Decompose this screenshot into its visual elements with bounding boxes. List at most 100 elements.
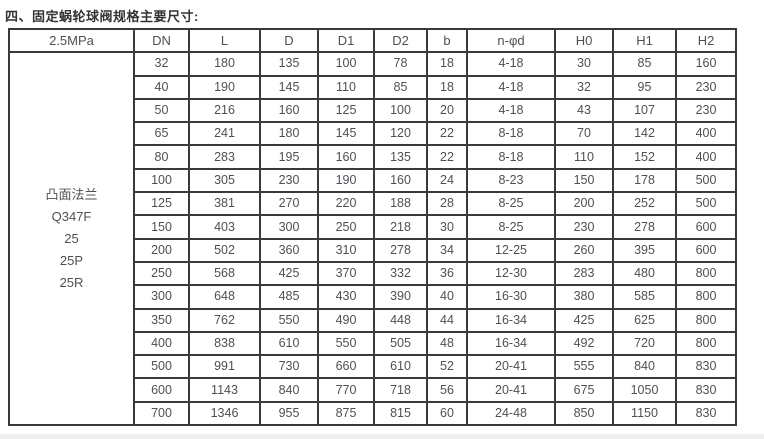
table-cell: 145 xyxy=(259,74,319,100)
table-cell: 555 xyxy=(554,354,614,380)
table-cell: 178 xyxy=(612,167,677,194)
table-cell: 32 xyxy=(554,74,614,100)
valve-series-cell: 凸面法兰 Q347F 25 25P 25R xyxy=(8,51,135,427)
table-cell: 300 xyxy=(133,284,190,310)
table-row: 50 216 160 125 100 20 4-18 43 107 230 xyxy=(9,97,737,124)
table-cell: 43 xyxy=(554,97,614,124)
table-cell: 218 xyxy=(373,214,428,240)
table-cell: 24 xyxy=(426,167,468,194)
table-cell: 800 xyxy=(675,260,737,287)
table-cell: 991 xyxy=(188,354,261,380)
table-cell: 12-25 xyxy=(466,237,556,263)
table-cell: 585 xyxy=(612,284,677,310)
table-cell: 34 xyxy=(426,237,468,263)
table-cell: 300 xyxy=(259,214,319,240)
table-cell: 8-18 xyxy=(466,144,556,170)
table-cell: 625 xyxy=(612,307,677,333)
table-cell: 100 xyxy=(133,167,190,194)
table-cell: 485 xyxy=(259,284,319,310)
table-row: 凸面法兰 Q347F 25 25P 25R 32 180 135 100 78 18 4-18 30 85… xyxy=(8,51,737,427)
table-cell: 4-18 xyxy=(466,51,556,77)
table-cell: 241 xyxy=(188,121,261,147)
table-cell: 425 xyxy=(554,307,614,333)
table-cell: 160 xyxy=(317,144,375,170)
table-row: 300 648 485 430 390 40 16-30 380 585 800 xyxy=(9,284,737,310)
table-cell: 22 xyxy=(426,144,468,170)
table-cell: 270 xyxy=(259,191,319,217)
column-header-h1: H1 xyxy=(612,27,677,54)
table-cell: 762 xyxy=(188,307,261,333)
table-cell: 188 xyxy=(373,191,428,217)
table-cell: 85 xyxy=(373,74,428,100)
column-header-b: b xyxy=(426,27,468,54)
table-cell: 180 xyxy=(188,51,261,77)
table-cell: 125 xyxy=(133,191,190,217)
table-cell: 20-41 xyxy=(466,377,556,403)
valve-spec-table: 2.5MPa DN L D D1 D2 b n-φd H0 H1 H2 凸面法兰… xyxy=(8,27,737,427)
table-cell: 135 xyxy=(373,144,428,170)
header-row: 2.5MPa DN L D D1 D2 b n-φd H0 H1 H2 xyxy=(8,27,737,54)
table-row: 250 568 425 370 332 36 12-30 283 480 800 xyxy=(9,260,737,287)
table-cell: 675 xyxy=(554,377,614,403)
table-cell: 30 xyxy=(426,214,468,240)
table-cell: 52 xyxy=(426,354,468,380)
table-cell: 142 xyxy=(612,121,677,147)
table-row: 200 502 360 310 278 34 12-25 260 395 600 xyxy=(9,237,737,263)
table-cell: 44 xyxy=(426,307,468,333)
table-cell: 840 xyxy=(259,377,319,403)
table-cell: 610 xyxy=(373,354,428,380)
table-cell: 800 xyxy=(675,330,737,357)
page-title: 四、固定蜗轮球阀规格主要尺寸: xyxy=(5,9,199,24)
table-cell: 8-18 xyxy=(466,121,556,147)
table-cell: 730 xyxy=(259,354,319,380)
table-cell: 32 xyxy=(133,51,190,77)
table-cell: 648 xyxy=(188,284,261,310)
table-cell: 400 xyxy=(675,121,737,147)
table-cell: 4-18 xyxy=(466,74,556,100)
table-cell: 492 xyxy=(554,330,614,357)
table-cell: 100 xyxy=(317,51,375,77)
pressure-header-cell: 2.5MPa xyxy=(8,27,135,54)
table-cell: 16-34 xyxy=(466,307,556,333)
table-row: 700 1346 955 875 815 60 24-48 850 1150 830 xyxy=(9,400,737,427)
table-cell: 85 xyxy=(612,51,677,77)
table-cell: 36 xyxy=(426,260,468,287)
table-cell: 283 xyxy=(554,260,614,287)
table-cell: 550 xyxy=(259,307,319,333)
table-cell: 125 xyxy=(317,97,375,124)
table-cell: 48 xyxy=(426,330,468,357)
column-header-l: L xyxy=(188,27,261,54)
table-cell: 480 xyxy=(612,260,677,287)
table-cell: 425 xyxy=(259,260,319,287)
table-cell: 283 xyxy=(188,144,261,170)
table-cell: 8-25 xyxy=(466,191,556,217)
table-cell: 24-48 xyxy=(466,400,556,427)
table-cell: 16-30 xyxy=(466,284,556,310)
table-cell: 720 xyxy=(612,330,677,357)
table-cell: 830 xyxy=(675,354,737,380)
table-body: 凸面法兰 Q347F 25 25P 25R 32 180 135 100 78 18 4-18 30 85… xyxy=(8,51,737,427)
table-cell: 800 xyxy=(675,284,737,310)
table-cell: 40 xyxy=(133,74,190,100)
table-cell: 8-25 xyxy=(466,214,556,240)
table-cell: 4-18 xyxy=(466,97,556,124)
series-label-line: Q347F xyxy=(51,208,92,224)
table-cell: 550 xyxy=(317,330,375,357)
table-cell: 955 xyxy=(259,400,319,427)
table-cell: 110 xyxy=(317,74,375,100)
table-cell: 107 xyxy=(612,97,677,124)
table-cell: 490 xyxy=(317,307,375,333)
table-row: 500 991 730 660 610 52 20-41 555 840 830 xyxy=(9,354,737,380)
table-cell: 18 xyxy=(426,51,468,77)
table-cell: 310 xyxy=(317,237,375,263)
table-cell: 230 xyxy=(675,97,737,124)
column-header-nfd: n-φd xyxy=(466,27,556,54)
column-header-d2: D2 xyxy=(373,27,428,54)
table-cell: 500 xyxy=(675,191,737,217)
table-row: 100 305 230 190 160 24 8-23 150 178 500 xyxy=(9,167,737,194)
table-cell: 360 xyxy=(259,237,319,263)
table-cell: 160 xyxy=(675,51,737,77)
table-cell: 800 xyxy=(675,307,737,333)
bottom-strip xyxy=(0,434,764,439)
table-row: 400 838 610 550 505 48 16-34 492 720 800 xyxy=(9,330,737,357)
